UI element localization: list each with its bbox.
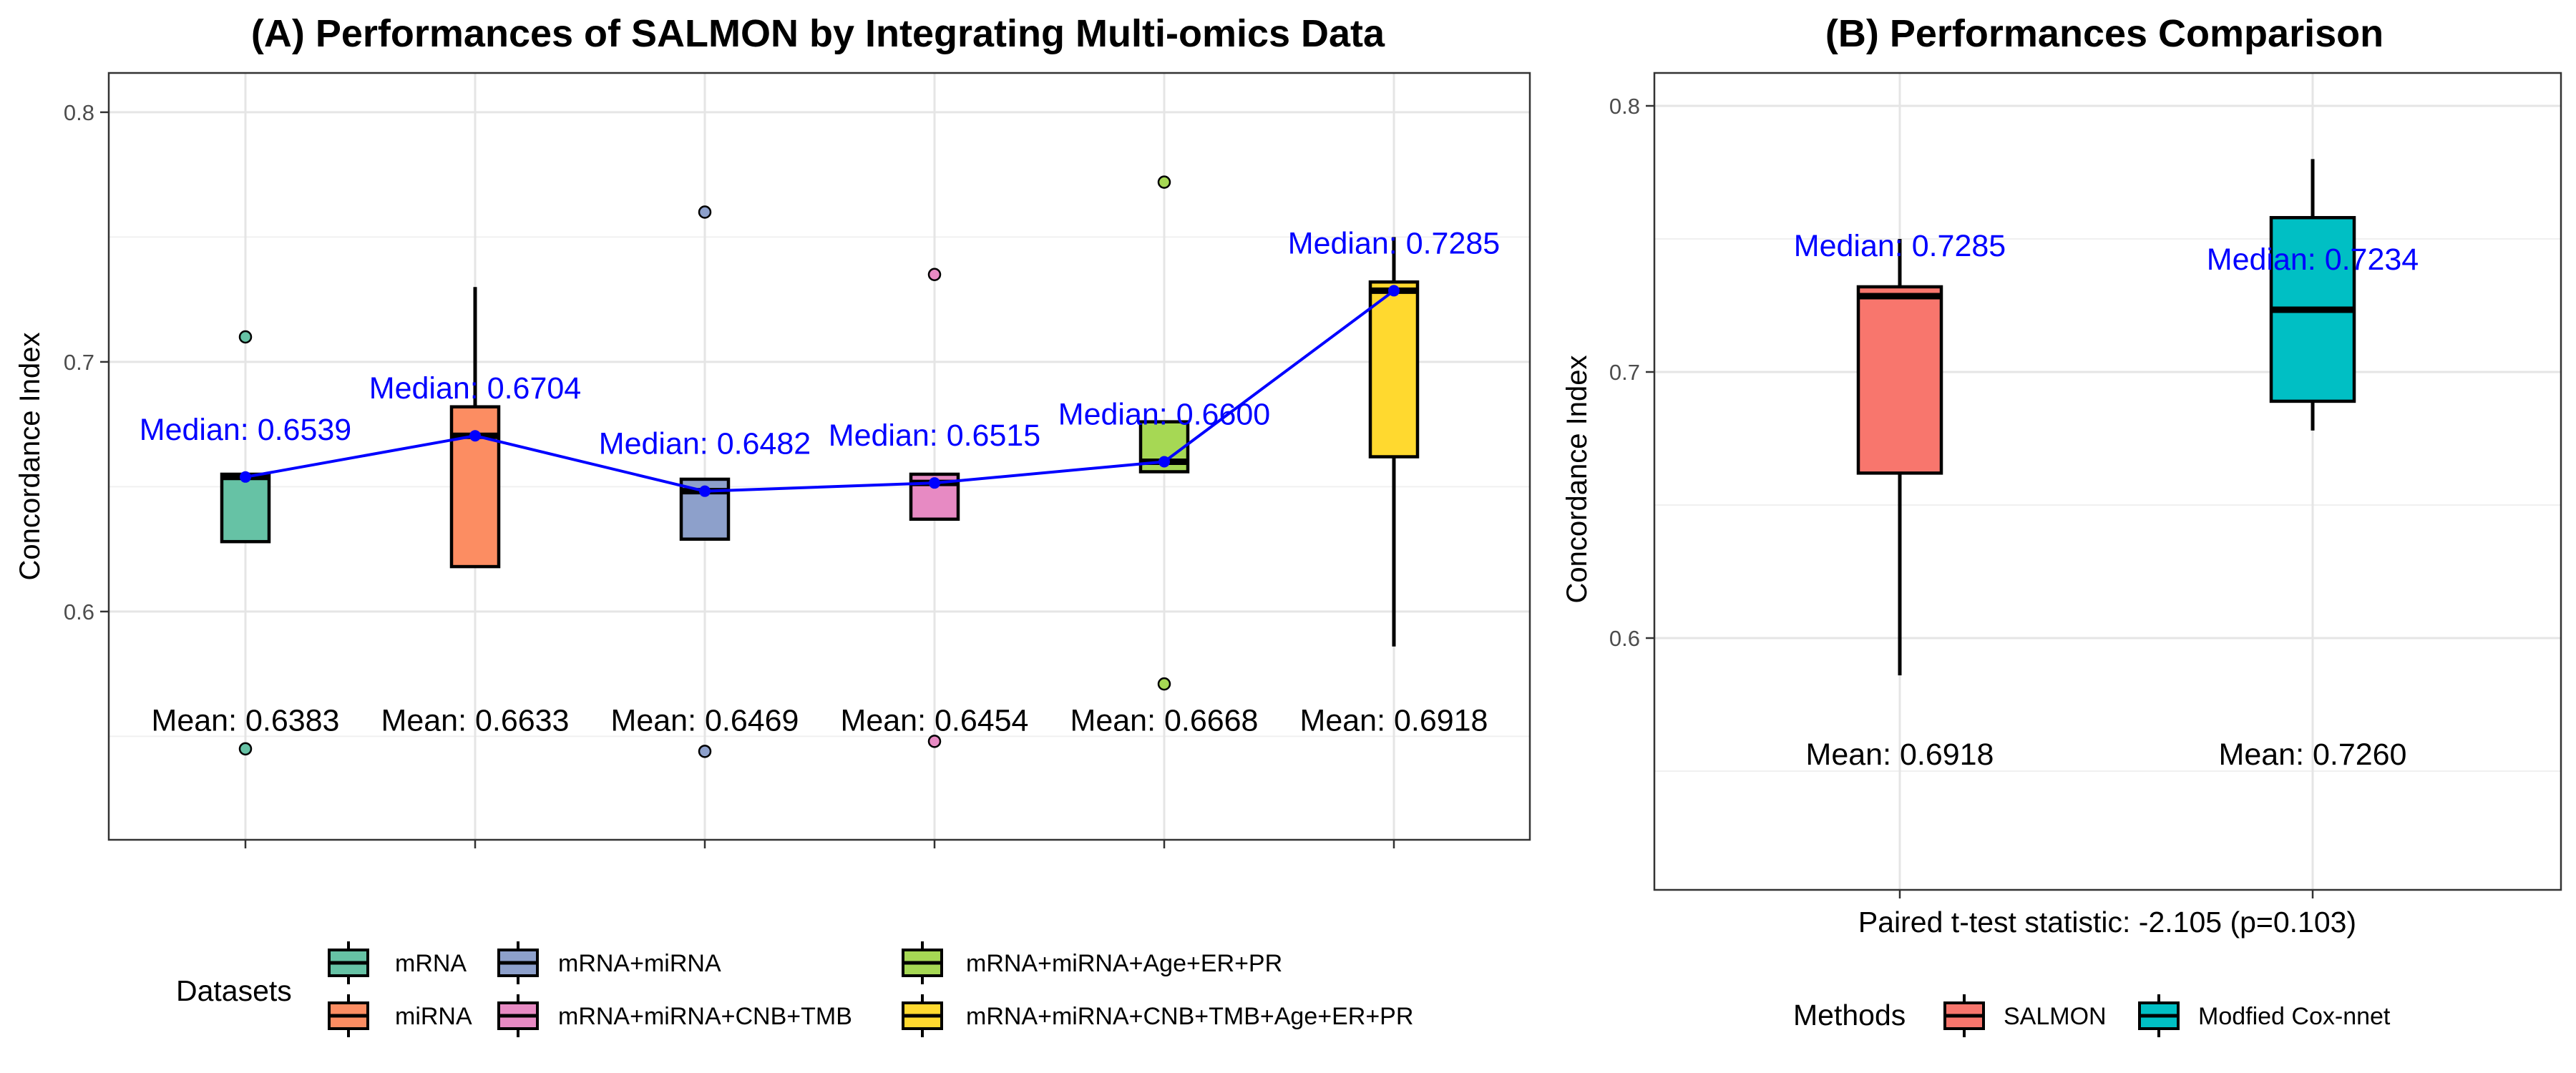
median-point [469,430,481,442]
median-label: Median: 0.6515 [829,418,1040,453]
legend-item-mrna-mirna: mRNA+miRNA [497,941,721,984]
panel-b-median-labels: Median: 0.7285 Median: 0.7234 [1794,229,2419,277]
mean-label: Mean: 0.6454 [841,704,1029,738]
median-point [240,471,251,483]
legend-item-mirna: miRNA [328,994,472,1037]
panel-b-y-axis: 0.6 0.7 0.8 [1609,94,1654,651]
median-point [1388,285,1400,297]
panel-a-mean-labels: Mean: 0.6383 Mean: 0.6633 Mean: 0.6469 Mean… [152,704,1488,738]
panel-b-plot-border [1653,72,2562,891]
panel-a-median-line [240,285,1400,497]
legend-label: mRNA+miRNA+CNB+TMB+Age+ER+PR [966,1003,1413,1030]
mean-label: Mean: 0.6383 [152,704,340,738]
outlier-point [927,268,942,281]
median-label: Median: 0.6704 [369,371,581,406]
panel-b-x-axis-label: Paired t-test statistic: -2.105 (p=0.103… [1858,906,2356,939]
median-label: Median: 0.6539 [140,413,351,447]
outlier-point [698,205,712,219]
panel-b-boxes [1856,159,2356,676]
panel-b-legend-title: Methods [1793,999,1906,1032]
panel-a-title: (A) Performances of SALMON by Integratin… [251,12,1385,55]
legend-label: SALMON [2004,1003,2107,1030]
median-label: Median: 0.7285 [1794,229,2006,263]
panel-b-title: (B) Performances Comparison [1825,12,2384,55]
y-tick-label: 0.6 [1609,626,1640,651]
median-point [1158,456,1170,468]
mean-label: Mean: 0.6918 [1300,704,1488,738]
panel-b-plot-background [1654,73,2561,890]
panel-b: (B) Performances Comparison Median: 0.72… [1561,12,2562,1037]
legend-label: miRNA [395,1003,472,1030]
median-label: Median: 0.6482 [599,427,811,461]
outlier-point [1157,175,1171,189]
median-point [929,477,940,489]
median-trend-line [245,289,1395,493]
panel-b-mean-labels: Mean: 0.6918 Mean: 0.7260 [1806,738,2407,772]
y-tick-label: 0.7 [1609,360,1640,385]
y-tick-label: 0.8 [64,100,94,125]
panel-a-y-axis: 0.6 0.7 0.8 [64,100,109,624]
legend-label: mRNA+miRNA [558,950,721,977]
legend-label: mRNA+miRNA+Age+ER+PR [966,950,1282,977]
panel-a: (A) Performances of SALMON by Integratin… [14,12,1531,1037]
legend-item-mrna: mRNA [328,941,467,984]
box-salmon [1856,285,1943,475]
panel-a-plot-border [107,72,1531,841]
panel-a-legend-title: Datasets [176,974,292,1007]
median-label: Median: 0.6600 [1058,398,1270,432]
outlier-point [927,735,942,748]
panel-b-x-axis [1898,890,2314,898]
legend-item-salmon: SALMON [1943,994,2107,1037]
panel-a-plot-background [109,73,1530,840]
panel-b-legend: Methods SALMON Modfied Cox-nnet [1793,994,2391,1037]
y-tick-label: 0.6 [64,599,94,624]
y-tick-label: 0.7 [64,350,94,375]
median-point [699,485,711,497]
outlier-point [238,330,253,344]
legend-item-mrna-mirna-age-er-pr: mRNA+miRNA+Age+ER+PR [902,941,1282,984]
panel-a-y-axis-label: Concordance Index [14,333,46,581]
y-tick-label: 0.8 [1609,94,1640,119]
mean-label: Mean: 0.7260 [2219,738,2407,772]
mean-label: Mean: 0.6633 [381,704,570,738]
outlier-point [1157,677,1171,691]
legend-item-mrna-mirna-cnb-tmb-age-er-pr: mRNA+miRNA+CNB+TMB+Age+ER+PR [902,994,1413,1037]
panel-b-y-axis-label: Concordance Index [1561,356,1593,604]
median-label: Median: 0.7234 [2207,242,2419,277]
legend-item-modfied-cox-nnet: Modfied Cox-nnet [2138,994,2391,1037]
legend-item-mrna-mirna-cnb-tmb: mRNA+miRNA+CNB+TMB [497,994,852,1037]
outlier-point [238,742,253,756]
panel-a-legend: Datasets mRNA miRNA mRNA+miRNA mRNA+miRNA+C… [176,941,1413,1037]
panel-a-x-axis [244,840,1395,848]
legend-label: mRNA [395,950,467,977]
box-mrna [220,472,271,544]
panel-a-median-labels: Median: 0.6539 Median: 0.6704 Median: 0.64… [140,226,1500,461]
legend-label: mRNA+miRNA+CNB+TMB [558,1003,852,1030]
mean-label: Mean: 0.6918 [1806,738,1994,772]
mean-label: Mean: 0.6668 [1070,704,1259,738]
outlier-point [698,745,712,758]
median-label: Median: 0.7285 [1288,226,1500,260]
legend-label: Modfied Cox-nnet [2198,1003,2391,1030]
box-mrna-mirna-cnb-tmb-age-er-pr [1368,280,1420,459]
mean-label: Mean: 0.6469 [611,704,799,738]
